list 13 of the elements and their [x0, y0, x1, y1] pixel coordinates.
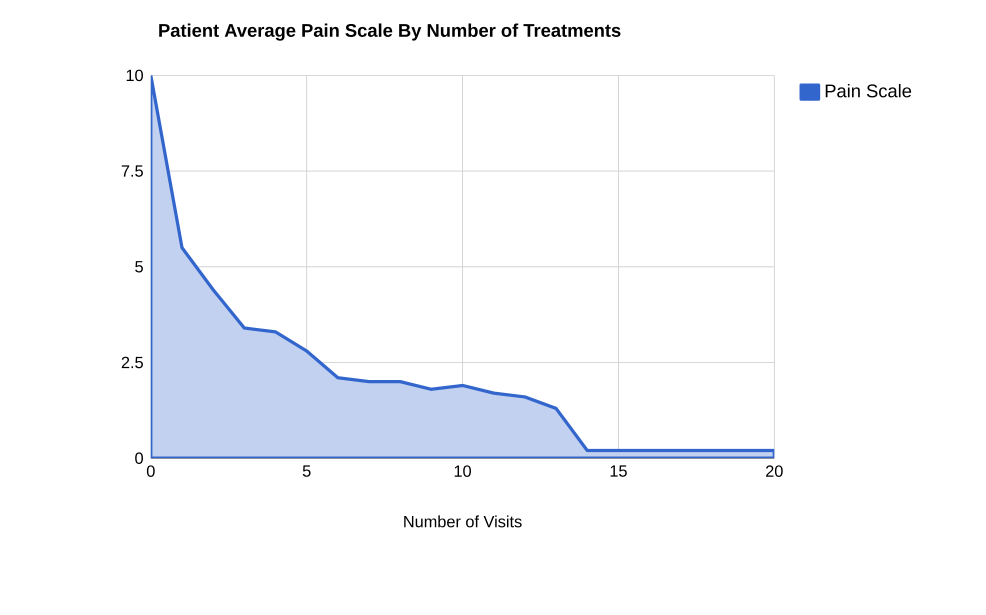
x-tick-label: 10 [454, 466, 471, 478]
chart-title: Patient Average Pain Scale By Number of Treatments [159, 24, 620, 41]
x-axis-title: Number of Visits [404, 515, 522, 528]
x-tick-label: 0 [146, 466, 155, 478]
y-tick-label: 2.5 [122, 356, 143, 368]
text: Pain Scale [826, 84, 912, 98]
x-tick-label: 15 [610, 465, 627, 477]
x-tick-label: 20 [766, 466, 783, 478]
y-tick-label: 0 [135, 452, 143, 464]
x-tick-label: 5 [302, 465, 311, 477]
y-tick-label: 10 [126, 70, 143, 82]
y-tick-label: 5 [135, 261, 143, 273]
y-tick-label: 7.5 [122, 166, 143, 177]
